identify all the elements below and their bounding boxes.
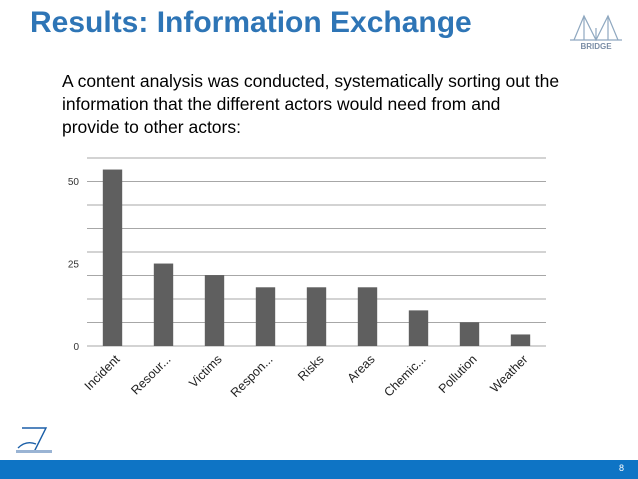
footer-bar: 8 — [0, 460, 638, 479]
x-tick-label: Victims — [186, 352, 224, 390]
x-tick-label: Risks — [295, 352, 327, 384]
bar-0 — [102, 169, 123, 346]
bar-4 — [306, 287, 327, 346]
bridge-logo: BRIDGE — [570, 14, 622, 51]
bar-chart: 0 25 50 Incident Resour... Victims Respon... R… — [68, 157, 546, 400]
bar-5 — [357, 287, 378, 346]
x-tick-label: Respon... — [228, 352, 276, 400]
y-tick-label: 25 — [68, 260, 80, 271]
slide-title: Results: Information Exchange — [30, 6, 472, 39]
logo-text: BRIDGE — [580, 42, 612, 51]
bar-6 — [408, 310, 429, 346]
x-tick-label: Resour... — [128, 352, 173, 397]
x-tick-label: Incident — [82, 352, 123, 393]
x-tick-label: Pollution — [436, 352, 480, 396]
bar-1 — [153, 263, 174, 346]
bar-2 — [204, 275, 225, 346]
bar-3 — [255, 287, 276, 346]
bar-7 — [459, 322, 480, 346]
x-tick-label: Areas — [345, 352, 378, 385]
y-tick-label: 50 — [68, 177, 80, 188]
intro-text: A content analysis was conducted, system… — [62, 71, 560, 137]
page-number: 8 — [618, 463, 624, 473]
y-tick-label: 0 — [73, 342, 79, 353]
bar-8 — [510, 334, 531, 346]
x-tick-label: Weather — [487, 352, 530, 395]
fp7-logo — [16, 427, 52, 453]
x-tick-label: Chemic... — [381, 352, 428, 399]
